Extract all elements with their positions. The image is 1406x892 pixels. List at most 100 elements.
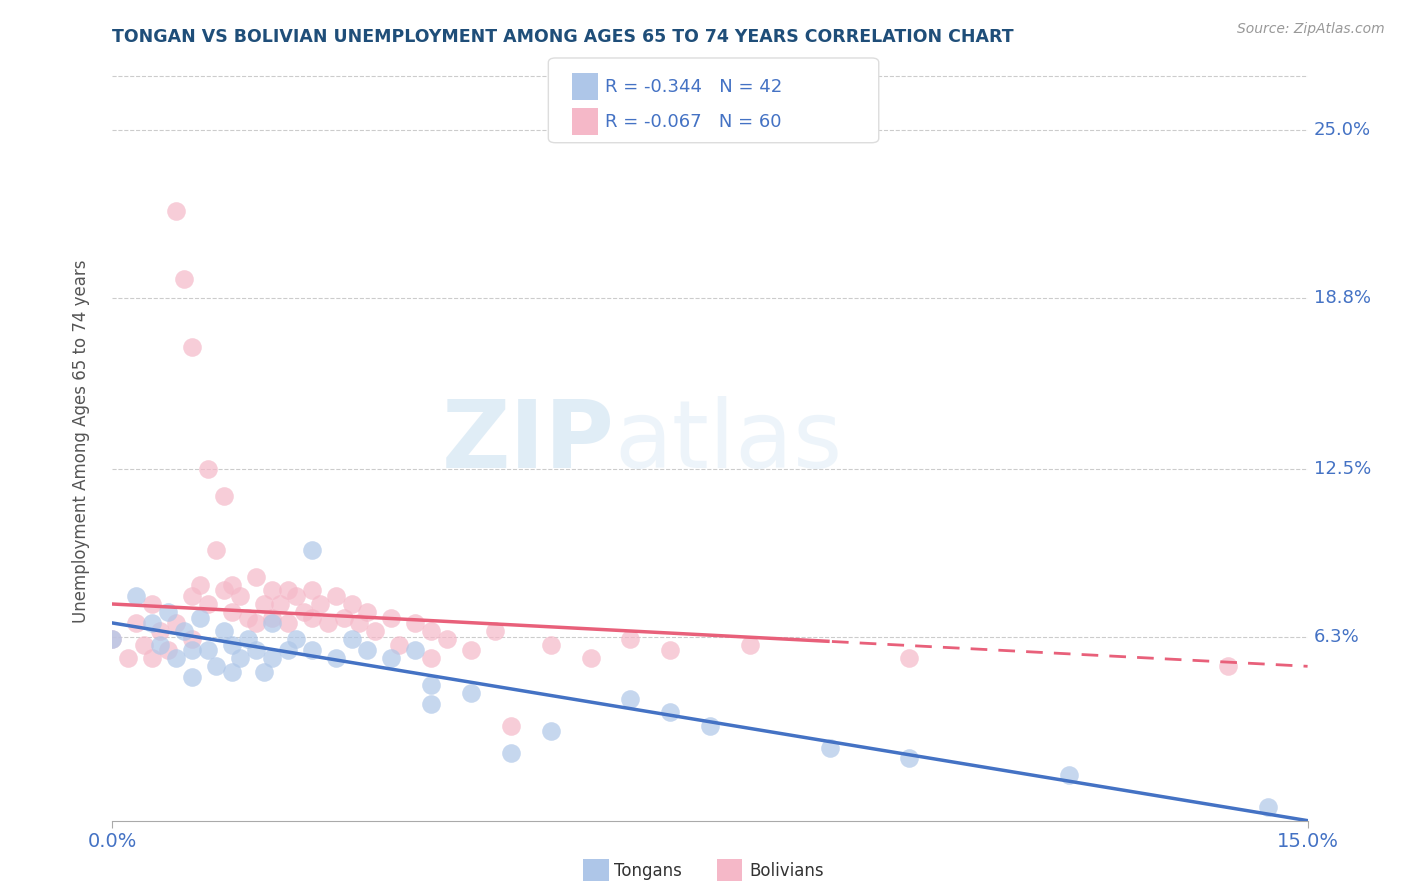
Point — [277, 615, 299, 630]
Text: atlas: atlas — [614, 395, 842, 488]
Point — [101, 632, 124, 647]
Point — [181, 632, 204, 647]
Point — [134, 638, 156, 652]
Point — [301, 643, 323, 657]
Point — [245, 643, 267, 657]
Point — [579, 651, 602, 665]
Point — [141, 597, 163, 611]
Point — [197, 597, 219, 611]
Point — [173, 624, 195, 639]
Point — [101, 632, 124, 647]
Point — [818, 740, 841, 755]
Point — [284, 589, 307, 603]
Point — [540, 724, 562, 739]
Point — [253, 597, 276, 611]
Point — [699, 719, 721, 733]
Point — [212, 489, 235, 503]
Point — [117, 651, 139, 665]
Y-axis label: Unemployment Among Ages 65 to 74 years: Unemployment Among Ages 65 to 74 years — [72, 260, 90, 624]
Point — [173, 272, 195, 286]
Point — [165, 204, 187, 219]
Point — [284, 632, 307, 647]
Point — [380, 651, 402, 665]
Point — [269, 597, 291, 611]
Point — [420, 651, 443, 665]
Point — [141, 651, 163, 665]
Point — [212, 624, 235, 639]
Point — [181, 589, 204, 603]
Point — [221, 638, 243, 652]
Text: 18.8%: 18.8% — [1313, 289, 1371, 307]
Point — [340, 597, 363, 611]
Point — [301, 542, 323, 557]
Point — [325, 589, 347, 603]
Point — [898, 751, 921, 765]
Point — [301, 583, 323, 598]
Point — [149, 638, 172, 652]
Point — [253, 665, 276, 679]
Point — [619, 691, 641, 706]
Point — [141, 615, 163, 630]
Point — [221, 605, 243, 619]
Point — [499, 719, 522, 733]
Point — [236, 610, 259, 624]
Point — [277, 583, 299, 598]
Point — [308, 597, 330, 611]
Point — [221, 578, 243, 592]
Point — [260, 615, 283, 630]
Text: Source: ZipAtlas.com: Source: ZipAtlas.com — [1237, 22, 1385, 37]
Point — [245, 615, 267, 630]
Point — [125, 615, 148, 630]
Point — [205, 659, 228, 673]
Point — [260, 610, 283, 624]
Point — [388, 638, 411, 652]
Point — [181, 340, 204, 354]
Point — [188, 578, 211, 592]
Point — [229, 651, 252, 665]
Point — [1057, 767, 1080, 781]
Point — [301, 610, 323, 624]
Point — [460, 643, 482, 657]
Point — [738, 638, 761, 652]
Point — [197, 461, 219, 475]
Point — [149, 624, 172, 639]
Text: 12.5%: 12.5% — [1313, 459, 1371, 477]
Point — [356, 605, 378, 619]
Point — [364, 624, 387, 639]
Text: R = -0.344   N = 42: R = -0.344 N = 42 — [605, 78, 782, 95]
Point — [540, 638, 562, 652]
Point — [236, 632, 259, 647]
Point — [356, 643, 378, 657]
Point — [229, 589, 252, 603]
Point — [165, 651, 187, 665]
Point — [659, 706, 682, 720]
Point — [260, 583, 283, 598]
Point — [420, 678, 443, 692]
Point — [460, 686, 482, 700]
Point — [380, 610, 402, 624]
Point — [260, 651, 283, 665]
Text: ZIP: ZIP — [441, 395, 614, 488]
Point — [484, 624, 506, 639]
Text: 6.3%: 6.3% — [1313, 627, 1360, 646]
Point — [420, 624, 443, 639]
Point — [420, 697, 443, 711]
Point — [221, 665, 243, 679]
Text: Tongans: Tongans — [614, 862, 682, 880]
Point — [659, 643, 682, 657]
Point — [499, 746, 522, 760]
Point — [349, 615, 371, 630]
Point — [165, 615, 187, 630]
Point — [125, 589, 148, 603]
Point — [619, 632, 641, 647]
Point — [157, 643, 180, 657]
Point — [245, 570, 267, 584]
Point — [181, 670, 204, 684]
Text: TONGAN VS BOLIVIAN UNEMPLOYMENT AMONG AGES 65 TO 74 YEARS CORRELATION CHART: TONGAN VS BOLIVIAN UNEMPLOYMENT AMONG AG… — [112, 28, 1014, 45]
Point — [188, 610, 211, 624]
Text: Bolivians: Bolivians — [749, 862, 824, 880]
Point — [277, 643, 299, 657]
Text: R = -0.067   N = 60: R = -0.067 N = 60 — [605, 112, 782, 130]
Point — [332, 610, 354, 624]
Point — [181, 643, 204, 657]
